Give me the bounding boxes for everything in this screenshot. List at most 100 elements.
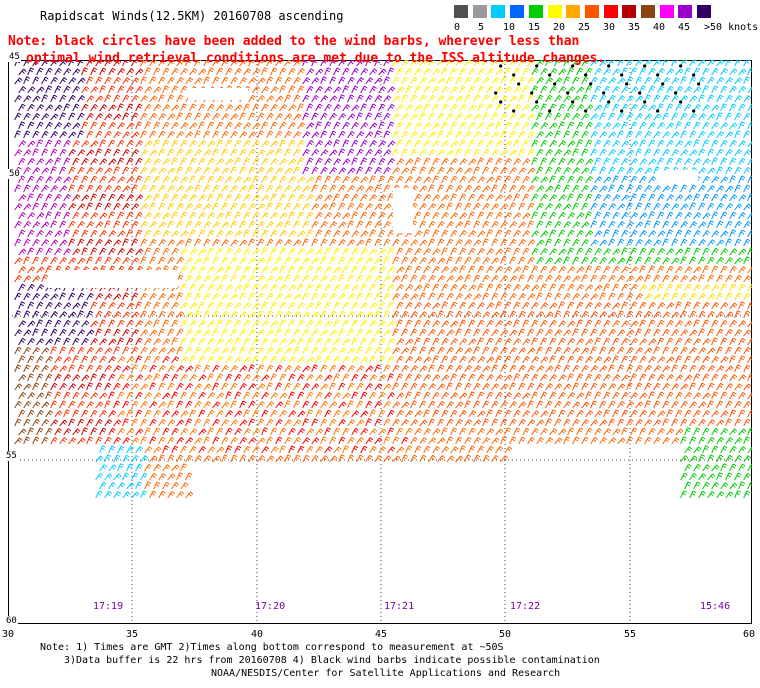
wind-barb (176, 328, 184, 337)
wind-barb (441, 67, 448, 76)
wind-barb (54, 193, 62, 202)
wind-barb (536, 257, 545, 265)
wind-barb (18, 428, 27, 436)
wind-barb (257, 257, 266, 265)
wind-barb (216, 193, 224, 202)
wind-barb (491, 364, 498, 373)
wind-barb (725, 220, 733, 229)
wind-barb (707, 76, 715, 85)
wind-barb (738, 374, 747, 382)
wind-barb (261, 283, 269, 292)
wind-barb (252, 140, 261, 148)
wind-barb (635, 275, 644, 283)
wind-barb (369, 374, 378, 382)
wind-barb (63, 302, 72, 310)
wind-barb (675, 409, 683, 418)
wind-barb (99, 464, 108, 472)
wind-barb (360, 283, 367, 292)
wind-barb (419, 292, 426, 301)
wind-barb (108, 230, 117, 238)
wind-barb (563, 418, 571, 427)
wind-barb (396, 427, 404, 436)
wind-barb (324, 392, 333, 400)
wind-barb (387, 140, 396, 148)
wind-barb (234, 211, 242, 220)
wind-barb (54, 230, 63, 238)
contamination-dot (620, 109, 624, 113)
wind-barb (590, 311, 599, 319)
wind-barb (72, 355, 79, 364)
wind-barb (113, 491, 122, 499)
wind-barb (144, 229, 152, 238)
wind-barb (77, 418, 85, 427)
wind-barb (617, 184, 625, 193)
wind-barb (432, 140, 441, 148)
wind-barb (302, 131, 311, 139)
wind-barb (266, 256, 274, 265)
wind-barb (459, 319, 467, 328)
wind-barb (459, 104, 468, 112)
wind-barb (671, 274, 679, 283)
wind-barb (149, 202, 156, 211)
wind-barb (567, 212, 576, 220)
wind-barb (482, 148, 490, 157)
wind-barb (41, 293, 50, 301)
wind-barb (77, 437, 86, 445)
wind-barb (743, 221, 752, 229)
wind-barb (392, 418, 400, 427)
wind-barb (477, 356, 486, 364)
wind-barb (225, 284, 234, 292)
wind-barb (81, 86, 90, 94)
wind-barb (441, 283, 449, 292)
wind-barb (72, 391, 80, 400)
wind-barb (486, 428, 495, 436)
wind-barb (18, 374, 27, 382)
wind-barb (117, 410, 126, 418)
wind-barb (513, 427, 521, 436)
wind-barb (275, 418, 283, 427)
wind-barb (266, 60, 274, 67)
wind-barb (423, 445, 431, 454)
wind-barb (108, 193, 116, 202)
wind-barb (117, 356, 126, 364)
wind-barb (32, 328, 39, 337)
wind-barb (599, 346, 607, 355)
wind-barb (428, 329, 437, 337)
wind-barb (531, 122, 540, 130)
wind-barb (414, 356, 423, 364)
wind-barb (536, 77, 545, 85)
wind-barb (639, 212, 648, 220)
wind-barb (540, 356, 549, 364)
wind-barb (603, 211, 611, 220)
wind-barb (608, 149, 617, 157)
wind-barb (59, 185, 68, 193)
wind-barb (153, 175, 161, 184)
wind-barb (41, 401, 50, 409)
wind-barb (23, 238, 31, 247)
wind-barb (284, 202, 292, 211)
wind-barb (225, 121, 233, 130)
wind-barb (617, 292, 625, 301)
wind-barb (711, 67, 719, 76)
wind-barb (252, 103, 260, 112)
wind-barb (333, 266, 342, 274)
wind-barb (279, 67, 287, 76)
wind-barb (635, 347, 644, 355)
wind-barb (549, 428, 558, 436)
wind-barb (167, 167, 176, 175)
wind-barb (225, 301, 233, 310)
wind-barb (558, 248, 567, 256)
wind-barb (153, 409, 161, 418)
wind-barb (311, 383, 320, 391)
wind-barb (144, 247, 151, 256)
wind-barb (203, 203, 212, 211)
wind-barb (36, 427, 44, 436)
wind-barb (383, 166, 391, 175)
wind-barb (311, 94, 319, 103)
wind-barb (23, 383, 32, 391)
wind-barb (702, 85, 709, 94)
wind-barb (320, 310, 328, 319)
wind-barb (513, 86, 522, 94)
wind-barb (311, 292, 319, 301)
wind-barb (671, 257, 680, 265)
